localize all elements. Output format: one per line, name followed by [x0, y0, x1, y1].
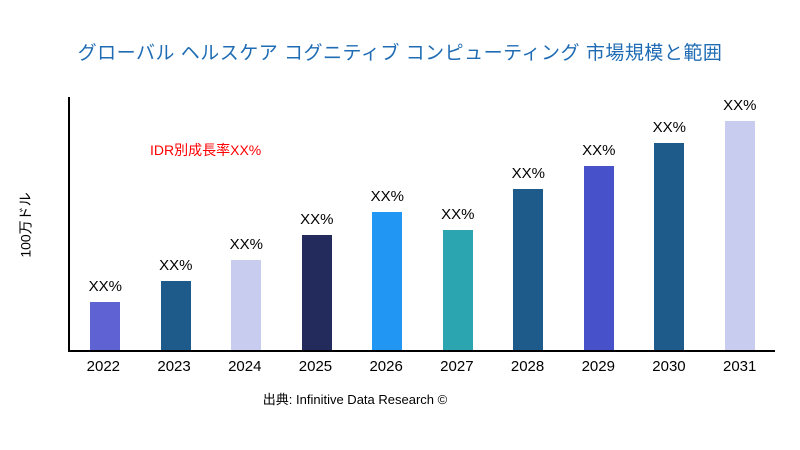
y-axis-label-wrap: 100万ドル	[6, 95, 46, 355]
plot-area: XX% XX% XX% XX% XX% XX% XX% XX% XX% XX%	[68, 97, 775, 352]
bar-2030	[654, 143, 685, 350]
bar-value-label-2029: XX%	[582, 142, 616, 159]
bar-2026	[372, 212, 403, 350]
x-tick-2024: 2024	[228, 358, 262, 375]
x-tick-2027: 2027	[440, 358, 474, 375]
bar-2031	[724, 121, 755, 350]
bar-2027	[442, 230, 473, 350]
x-tick-2030: 2030	[652, 358, 686, 375]
x-tick-2029: 2029	[581, 358, 615, 375]
bar-2028	[513, 189, 544, 350]
bar-value-label-2023: XX%	[159, 257, 193, 274]
bar-value-label-2030: XX%	[652, 119, 686, 136]
x-tick-2028: 2028	[510, 358, 545, 375]
bar-value-label-2024: XX%	[229, 236, 263, 254]
bar-2029	[583, 166, 614, 350]
chart-title: グローバル ヘルスケア コグニティブ コンピューティング 市場規模と範囲	[77, 43, 723, 64]
source-attribution: 出典: Infinitive Data Research ©	[262, 392, 448, 407]
growth-rate-annotation: IDR別成長率XX%	[150, 142, 262, 158]
bar-2023	[160, 281, 191, 350]
bar-column-2022: XX%	[70, 97, 141, 350]
y-axis-label: 100万ドル	[18, 192, 35, 258]
bar-column-2027: XX%	[423, 97, 494, 350]
x-tick-2026: 2026	[369, 358, 403, 375]
bar-value-label-2031: XX%	[723, 97, 757, 114]
bar-value-label-2022: XX%	[88, 277, 122, 295]
x-tick-2023: 2023	[157, 358, 191, 375]
x-tick-2025: 2025	[298, 358, 333, 375]
bar-column-2025: XX%	[282, 97, 353, 350]
bar-value-label-2027: XX%	[441, 206, 475, 224]
bar-column-2029: XX%	[564, 97, 635, 350]
x-axis-labels: 2022 2023 2024 2025 2026 2027 2028 2029 2030 2031	[68, 358, 775, 375]
bar-column-2028: XX%	[493, 97, 564, 350]
bar-2024	[231, 260, 262, 350]
x-tick-2022: 2022	[86, 358, 121, 375]
bar-column-2026: XX%	[352, 97, 423, 350]
bar-column-2024: XX%	[211, 97, 282, 350]
bar-column-2031: XX%	[705, 97, 776, 350]
bar-value-label-2025: XX%	[300, 211, 334, 228]
bar-2025	[301, 235, 332, 350]
bar-column-2030: XX%	[634, 97, 705, 350]
bar-2022	[90, 301, 121, 350]
x-tick-2031: 2031	[722, 358, 757, 375]
bar-value-label-2026: XX%	[370, 188, 404, 205]
bar-column-2023: XX%	[141, 97, 212, 350]
bar-value-label-2028: XX%	[511, 165, 545, 182]
